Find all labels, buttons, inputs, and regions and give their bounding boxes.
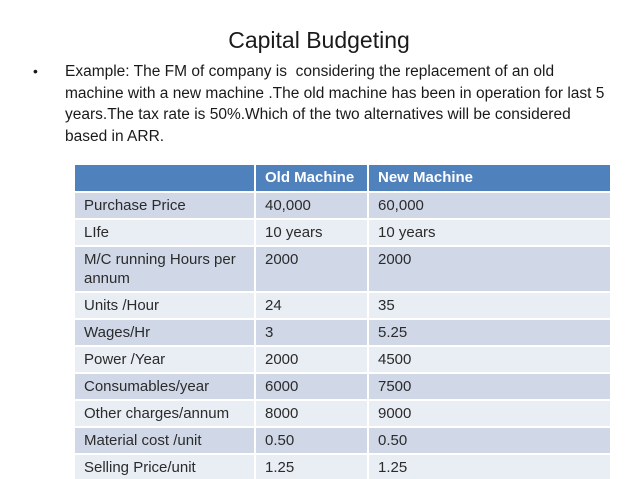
new-machine-value: 4500: [367, 345, 612, 374]
bullet-marker: •: [33, 63, 38, 79]
bullet-text: Example: The FM of company is considerin…: [65, 63, 609, 145]
table-row: Consumables/year 6000 7500: [73, 372, 612, 401]
new-machine-value: 1.25: [367, 453, 612, 479]
table-row: Selling Price/unit 1.25 1.25: [73, 453, 612, 479]
old-machine-value: 40,000: [254, 191, 369, 220]
row-label: Material cost /unit: [73, 426, 256, 455]
new-machine-value: 5.25: [367, 318, 612, 347]
column-header-new-machine: New Machine: [367, 163, 612, 193]
old-machine-value: 24: [254, 291, 369, 320]
old-machine-value: 3: [254, 318, 369, 347]
old-machine-value: 0.50: [254, 426, 369, 455]
new-machine-value: 7500: [367, 372, 612, 401]
row-label: Selling Price/unit: [73, 453, 256, 479]
row-label: Other charges/annum: [73, 399, 256, 428]
row-label: Purchase Price: [73, 191, 256, 220]
new-machine-value: 0.50: [367, 426, 612, 455]
table-row: Wages/Hr 3 5.25: [73, 318, 612, 347]
table-row: Units /Hour 24 35: [73, 291, 612, 320]
new-machine-value: 2000: [367, 245, 612, 293]
table-row: Purchase Price 40,000 60,000: [73, 191, 612, 220]
old-machine-value: 2000: [254, 245, 369, 293]
old-machine-value: 1.25: [254, 453, 369, 479]
old-machine-value: 10 years: [254, 218, 369, 247]
slide-title: Capital Budgeting: [228, 27, 410, 53]
table-header-row: Old Machine New Machine: [73, 163, 612, 193]
bullet-paragraph: • Example: The FM of company is consider…: [33, 61, 613, 147]
old-machine-value: 6000: [254, 372, 369, 401]
new-machine-value: 9000: [367, 399, 612, 428]
table-row: Other charges/annum 8000 9000: [73, 399, 612, 428]
row-label: M/C running Hours per annum: [73, 245, 256, 293]
row-label: LIfe: [73, 218, 256, 247]
row-label: Power /Year: [73, 345, 256, 374]
table-row: Material cost /unit 0.50 0.50: [73, 426, 612, 455]
new-machine-value: 60,000: [367, 191, 612, 220]
row-label: Consumables/year: [73, 372, 256, 401]
row-label: Wages/Hr: [73, 318, 256, 347]
machine-comparison-table: Old Machine New Machine Purchase Price 4…: [73, 163, 612, 479]
old-machine-value: 8000: [254, 399, 369, 428]
column-header-old-machine: Old Machine: [254, 163, 369, 193]
table-row: Power /Year 2000 4500: [73, 345, 612, 374]
column-header-blank: [73, 163, 256, 193]
row-label: Units /Hour: [73, 291, 256, 320]
table-row: M/C running Hours per annum 2000 2000: [73, 245, 612, 293]
new-machine-value: 10 years: [367, 218, 612, 247]
table-row: LIfe 10 years 10 years: [73, 218, 612, 247]
old-machine-value: 2000: [254, 345, 369, 374]
new-machine-value: 35: [367, 291, 612, 320]
